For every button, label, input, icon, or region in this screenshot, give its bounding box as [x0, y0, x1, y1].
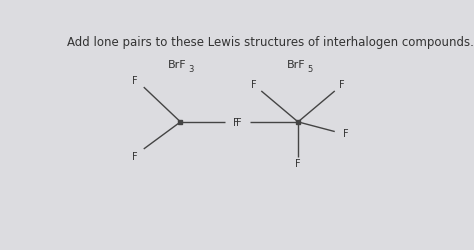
Text: 3: 3	[188, 65, 193, 74]
Text: Add lone pairs to these Lewis structures of interhalogen compounds.: Add lone pairs to these Lewis structures…	[66, 36, 474, 49]
Text: F: F	[339, 80, 345, 90]
Text: F: F	[132, 76, 137, 86]
Text: BrF: BrF	[287, 60, 306, 70]
Text: BrF: BrF	[168, 60, 186, 70]
Text: F: F	[295, 159, 301, 169]
Text: F: F	[343, 129, 348, 139]
Text: F: F	[132, 151, 137, 161]
Text: F: F	[251, 80, 257, 90]
Text: F: F	[237, 118, 242, 128]
Text: 5: 5	[307, 65, 312, 74]
Text: F: F	[233, 118, 238, 128]
